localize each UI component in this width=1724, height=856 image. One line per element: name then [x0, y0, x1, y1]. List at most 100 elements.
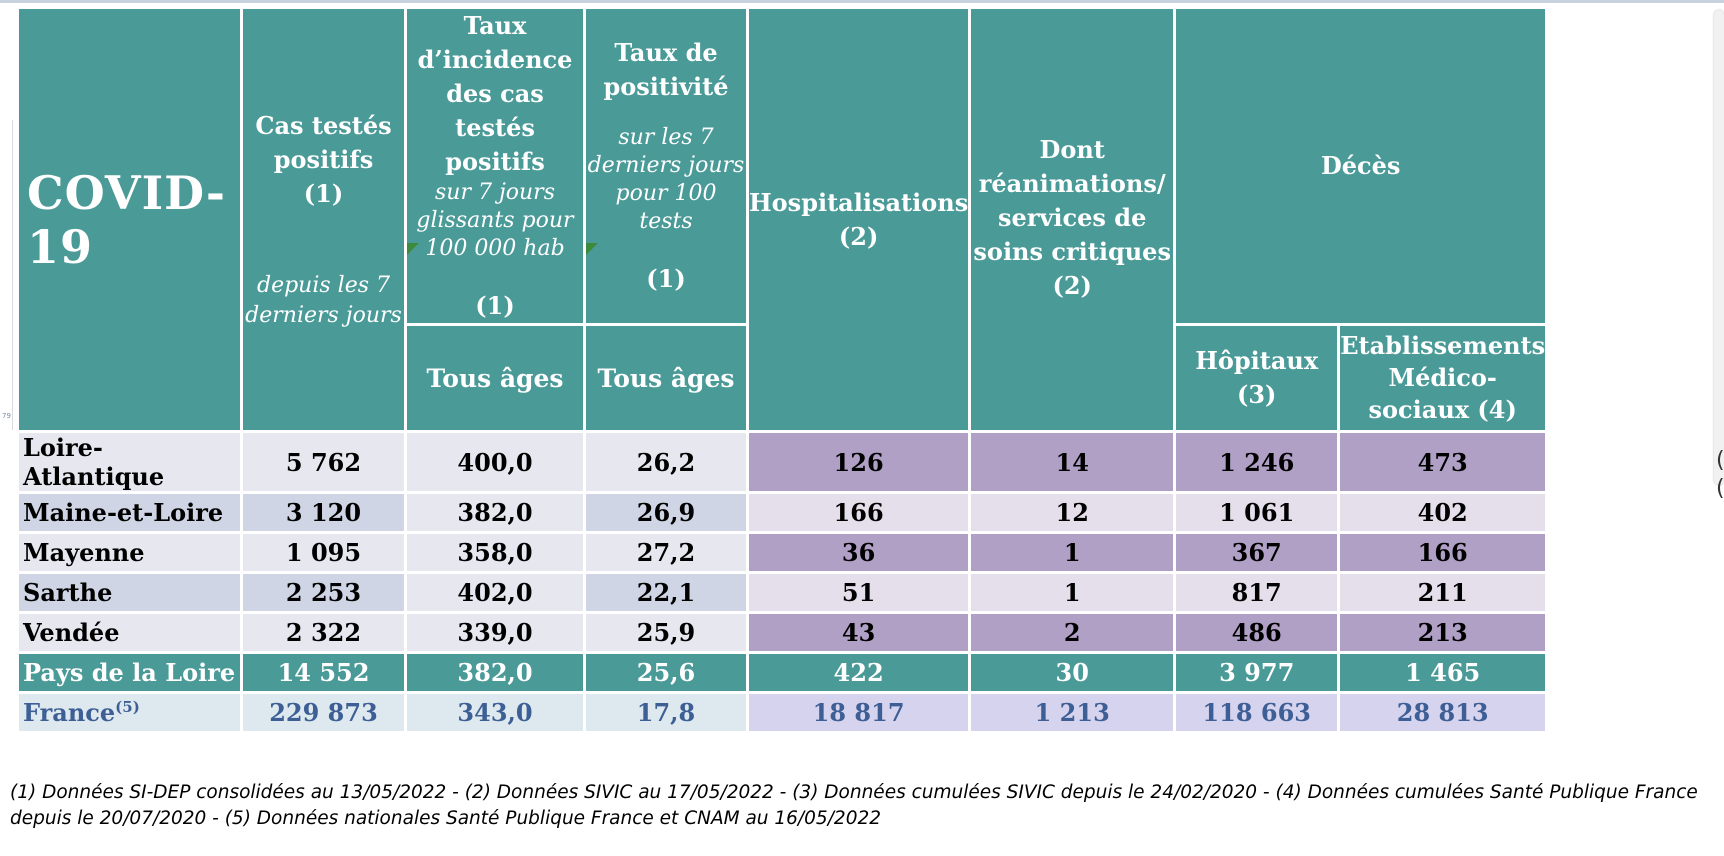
header-cas-line2: positifs — [273, 144, 374, 174]
cell-ems: 213 — [1340, 614, 1546, 651]
left-panel-edge: 79 — [0, 120, 13, 430]
header-hosp-ref: (2) — [838, 221, 879, 251]
cell-ems: 402 — [1340, 494, 1546, 531]
comment-marker-icon — [586, 243, 598, 255]
right-scroll-edge[interactable] — [1714, 10, 1724, 485]
cell-hosp: 126 — [749, 433, 969, 491]
covid-table: COVID-19 Cas testés positifs (1) depuis … — [16, 6, 1548, 734]
table-row: Vendée 2 322 339,0 25,9 43 2 486 213 — [19, 614, 1546, 651]
cell-ems: 211 — [1340, 574, 1546, 611]
header-incidence-line3: des cas testés — [446, 79, 544, 142]
cell-rea: 12 — [971, 494, 1174, 531]
ems-label-1: Etablissements — [1340, 331, 1546, 360]
footnote-line-2: depuis le 20/07/2020 - (5) Données natio… — [10, 808, 882, 829]
cell-positivite: 26,9 — [586, 494, 746, 531]
cell-ems: 166 — [1340, 534, 1546, 571]
cell-cas: 3 120 — [243, 494, 404, 531]
cell-rea: 14 — [971, 433, 1174, 491]
footnote-line-1: (1) Données SI-DEP consolidées au 13/05/… — [10, 782, 1698, 803]
header-incidence-sub1: sur 7 jours — [434, 180, 555, 205]
france-hosp: 18 817 — [749, 694, 969, 731]
france-cas: 229 873 — [243, 694, 404, 731]
cell-rea: 2 — [971, 614, 1174, 651]
header-positivite-sub2: derniers jours — [587, 153, 745, 178]
row-name: Mayenne — [19, 534, 240, 571]
header-rea-line4: soins critiques — [973, 236, 1171, 266]
header-positivite-sub1: sur les 7 — [618, 125, 714, 150]
row-name: Maine-et-Loire — [19, 494, 240, 531]
france-positivite: 17,8 — [586, 694, 746, 731]
left-edge-mark: 79 — [2, 412, 11, 420]
header-cas-line1: Cas testés — [255, 110, 392, 140]
header-positivite-line1: Taux de — [614, 38, 718, 67]
table-row: Mayenne 1 095 358,0 27,2 36 1 367 166 — [19, 534, 1546, 571]
france-incidence: 343,0 — [407, 694, 583, 731]
header-rea-ref: (2) — [1052, 270, 1092, 300]
header-incidence: Taux d’incidence des cas testés positifs… — [407, 9, 583, 323]
total-hosp: 422 — [749, 654, 969, 691]
cell-incidence: 339,0 — [407, 614, 583, 651]
cell-positivite: 27,2 — [586, 534, 746, 571]
table-row: Maine-et-Loire 3 120 382,0 26,9 166 12 1… — [19, 494, 1546, 531]
header-incidence-ages: Tous âges — [407, 326, 583, 430]
cell-positivite: 25,9 — [586, 614, 746, 651]
cell-incidence: 402,0 — [407, 574, 583, 611]
cell-cas: 5 762 — [243, 433, 404, 491]
ages-label: Tous âges — [426, 363, 564, 393]
header-incidence-ref: (1) — [475, 291, 515, 320]
header-hosp-line1: Hospitalisations — [749, 187, 969, 217]
header-incidence-line4: positifs — [445, 147, 545, 176]
cell-hosp: 36 — [749, 534, 969, 571]
header-positivite-line2: positivité — [603, 72, 729, 101]
total-cas: 14 552 — [243, 654, 404, 691]
header-incidence-line2: d’incidence — [417, 45, 573, 74]
header-spacer — [243, 211, 404, 271]
cell-positivite: 26,2 — [586, 433, 746, 491]
header-positivite-ages: Tous âges — [586, 326, 746, 430]
header-cas-testes: Cas testés positifs (1) depuis les 7 der… — [243, 9, 404, 430]
comment-marker-icon — [407, 243, 419, 255]
france-footnote-ref: (5) — [115, 698, 140, 716]
window-top-border — [0, 0, 1724, 3]
table-row: Loire-Atlantique 5 762 400,0 26,2 126 14… — [19, 433, 1546, 491]
cell-hopitaux: 486 — [1176, 614, 1338, 651]
header-rea-line1: Dont — [1039, 134, 1105, 164]
total-name: Pays de la Loire — [19, 654, 240, 691]
cell-incidence: 382,0 — [407, 494, 583, 531]
header-cas-sub2: derniers jours — [245, 302, 402, 328]
right-edge-paren-icon: ( — [1716, 448, 1724, 473]
header-incidence-sub2: glissants pour — [416, 208, 574, 233]
row-name: Sarthe — [19, 574, 240, 611]
cell-positivite: 22,1 — [586, 574, 746, 611]
header-cas-ref: (1) — [303, 178, 344, 208]
ems-label-2: Médico- — [1388, 363, 1497, 392]
france-row: France(5) 229 873 343,0 17,8 18 817 1 21… — [19, 694, 1546, 731]
row-name: Loire-Atlantique — [19, 433, 240, 491]
cell-ems: 473 — [1340, 433, 1546, 491]
cell-cas: 2 322 — [243, 614, 404, 651]
france-hopitaux: 118 663 — [1176, 694, 1338, 731]
hopitaux-label: Hôpitaux (3) — [1195, 346, 1319, 409]
cell-cas: 1 095 — [243, 534, 404, 571]
header-positivite-sub3: pour 100 tests — [615, 181, 717, 234]
total-ems: 1 465 — [1340, 654, 1546, 691]
total-rea: 30 — [971, 654, 1174, 691]
total-positivite: 25,6 — [586, 654, 746, 691]
header-deces-title: Décès — [1320, 151, 1401, 180]
header-cas-sub1: depuis les 7 — [256, 272, 390, 298]
header-incidence-line1: Taux — [463, 11, 527, 40]
cell-hosp: 166 — [749, 494, 969, 531]
ages-label: Tous âges — [597, 363, 735, 393]
header-deces-hopitaux: Hôpitaux (3) — [1176, 326, 1338, 430]
cell-rea: 1 — [971, 534, 1174, 571]
header-incidence-sub3: 100 000 hab — [425, 236, 565, 261]
ems-label-3: sociaux (4) — [1368, 395, 1517, 424]
header-deces: Décès — [1176, 9, 1546, 323]
total-hopitaux: 3 977 — [1176, 654, 1338, 691]
cell-rea: 1 — [971, 574, 1174, 611]
header-positivite: Taux de positivité sur les 7 derniers jo… — [586, 9, 746, 323]
header-hospitalisations: Hospitalisations (2) — [749, 9, 969, 430]
cell-incidence: 400,0 — [407, 433, 583, 491]
cell-hopitaux: 1 246 — [1176, 433, 1338, 491]
total-row: Pays de la Loire 14 552 382,0 25,6 422 3… — [19, 654, 1546, 691]
